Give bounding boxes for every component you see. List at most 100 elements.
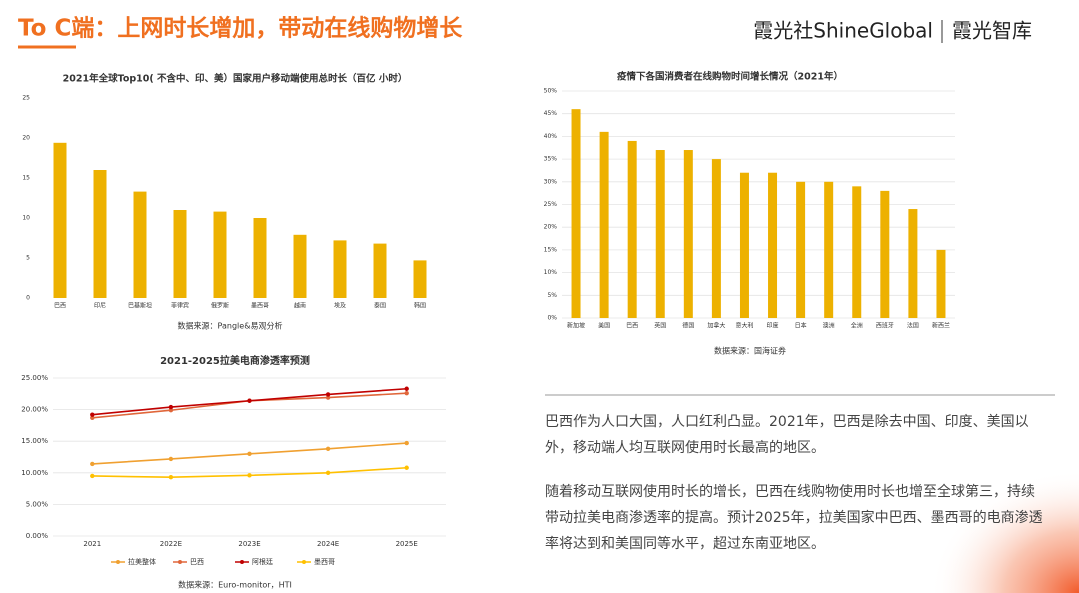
bar — [133, 191, 147, 298]
bar — [571, 109, 581, 318]
point — [90, 412, 95, 417]
x-tick-label: 美国 — [598, 322, 610, 330]
source-note: 数据来源：国海证券 — [714, 346, 786, 356]
x-tick-label: 印尼 — [94, 303, 106, 310]
y-tick-label: 15% — [544, 246, 558, 253]
legend-marker — [240, 560, 244, 564]
y-tick-label: 50% — [544, 88, 558, 95]
point — [90, 461, 95, 467]
point — [90, 473, 95, 479]
paragraph: 随着移动互联网使用时长的增长，巴西在线购物使用时长也增至全球第三，持续带动拉美电… — [545, 484, 1043, 552]
bar — [627, 140, 637, 318]
y-tick-label: 25.00% — [21, 374, 48, 382]
point — [404, 386, 409, 391]
x-tick-label: 2025E — [396, 540, 418, 548]
chart-title: 2021-2025拉美电商渗透率预测 — [160, 354, 310, 367]
y-tick-label: 5.00% — [26, 500, 49, 508]
y-tick-label: 45% — [544, 110, 558, 117]
point — [247, 451, 252, 457]
point — [325, 446, 331, 451]
y-tick-label: 10.00% — [21, 469, 48, 477]
x-tick-label: 西班牙 — [876, 322, 894, 330]
y-tick-label: 10 — [22, 215, 30, 222]
y-tick-label: 20 — [22, 135, 30, 142]
point — [90, 415, 95, 421]
legend-marker — [178, 560, 182, 564]
x-tick-label: 墨西哥 — [251, 303, 269, 310]
legend-marker — [116, 560, 120, 564]
y-tick-label: 15 — [22, 175, 30, 182]
x-tick-label: 巴西 — [54, 303, 66, 310]
source-note: 数据来源：Pangle&易观分析 — [178, 321, 283, 331]
bar — [213, 211, 227, 298]
bar — [739, 172, 749, 318]
y-tick-label: 25 — [22, 95, 30, 102]
bar — [599, 131, 609, 318]
brand: 霞光社ShineGlobal — [753, 19, 933, 43]
y-tick-label: 30% — [544, 178, 558, 185]
bar — [683, 150, 693, 318]
bar — [768, 172, 778, 318]
y-tick-label: 35% — [544, 156, 558, 163]
bar — [53, 142, 67, 298]
legend-label: 墨西哥 — [314, 558, 335, 566]
x-tick-label: 英国 — [654, 322, 666, 330]
chart-title: 2021年全球Top10( 不含中、印、美）国家用户移动端使用总时长（百亿 小时… — [63, 73, 408, 85]
bar — [796, 181, 806, 318]
point — [168, 404, 174, 410]
x-tick-label: 新西兰 — [932, 322, 950, 330]
slide-title: To C端：上网时长增加，带动在线购物增长 — [18, 15, 463, 42]
y-tick-label: 20.00% — [21, 406, 48, 414]
y-tick-label: 5 — [26, 255, 30, 262]
x-tick-label: 2024E — [317, 540, 339, 548]
bar — [173, 210, 187, 298]
x-tick-label: 巴基斯坦 — [128, 302, 152, 310]
x-tick-label: 2021 — [83, 540, 101, 548]
x-tick-label: 德国 — [682, 322, 694, 330]
point — [325, 470, 331, 475]
x-tick-label: 俄罗斯 — [211, 302, 229, 310]
y-tick-label: 0.00% — [26, 532, 49, 540]
point — [325, 395, 331, 400]
x-tick-label: 2022E — [160, 540, 182, 548]
legend-label: 巴西 — [190, 558, 204, 566]
x-tick-label: 菲律宾 — [171, 302, 189, 310]
x-tick-label: 法国 — [907, 322, 919, 330]
bar — [824, 181, 834, 318]
point — [325, 392, 331, 397]
bar — [852, 186, 862, 318]
bar — [333, 240, 347, 298]
point — [404, 440, 409, 446]
x-tick-label: 新加坡 — [567, 322, 585, 330]
bar — [293, 234, 307, 298]
chart-title: 疫情下各国消费者在线购物时间增长情况（2021年） — [617, 71, 843, 83]
point — [404, 390, 409, 396]
x-tick-label: 印度 — [767, 322, 779, 330]
x-tick-label: 埃及 — [334, 302, 346, 310]
y-tick-label: 20% — [544, 224, 558, 231]
bar — [413, 260, 427, 298]
x-tick-label: 韩国 — [414, 302, 426, 310]
point — [168, 456, 174, 462]
x-tick-label: 巴西 — [626, 323, 638, 330]
bar — [253, 218, 267, 298]
x-tick-label: 越南 — [294, 302, 306, 310]
bar — [373, 243, 387, 298]
decoration — [930, 470, 1079, 593]
x-tick-label: 全洲 — [851, 322, 863, 330]
y-tick-label: 25% — [544, 201, 558, 208]
paragraph: 巴西作为人口大国，人口红利凸显。2021年，巴西是除去中国、印度、美国以外，移动… — [545, 414, 1029, 456]
x-tick-label: 泰国 — [374, 302, 386, 310]
line — [92, 392, 407, 419]
point — [168, 408, 174, 413]
bar — [711, 159, 721, 318]
brand-sub: 霞光智库 — [952, 19, 1032, 43]
x-tick-label: 日本 — [795, 322, 807, 330]
bar — [936, 249, 946, 318]
x-tick-label: 澳洲 — [823, 322, 835, 330]
point — [247, 473, 252, 478]
legend-marker — [302, 560, 306, 564]
bar — [93, 170, 107, 298]
